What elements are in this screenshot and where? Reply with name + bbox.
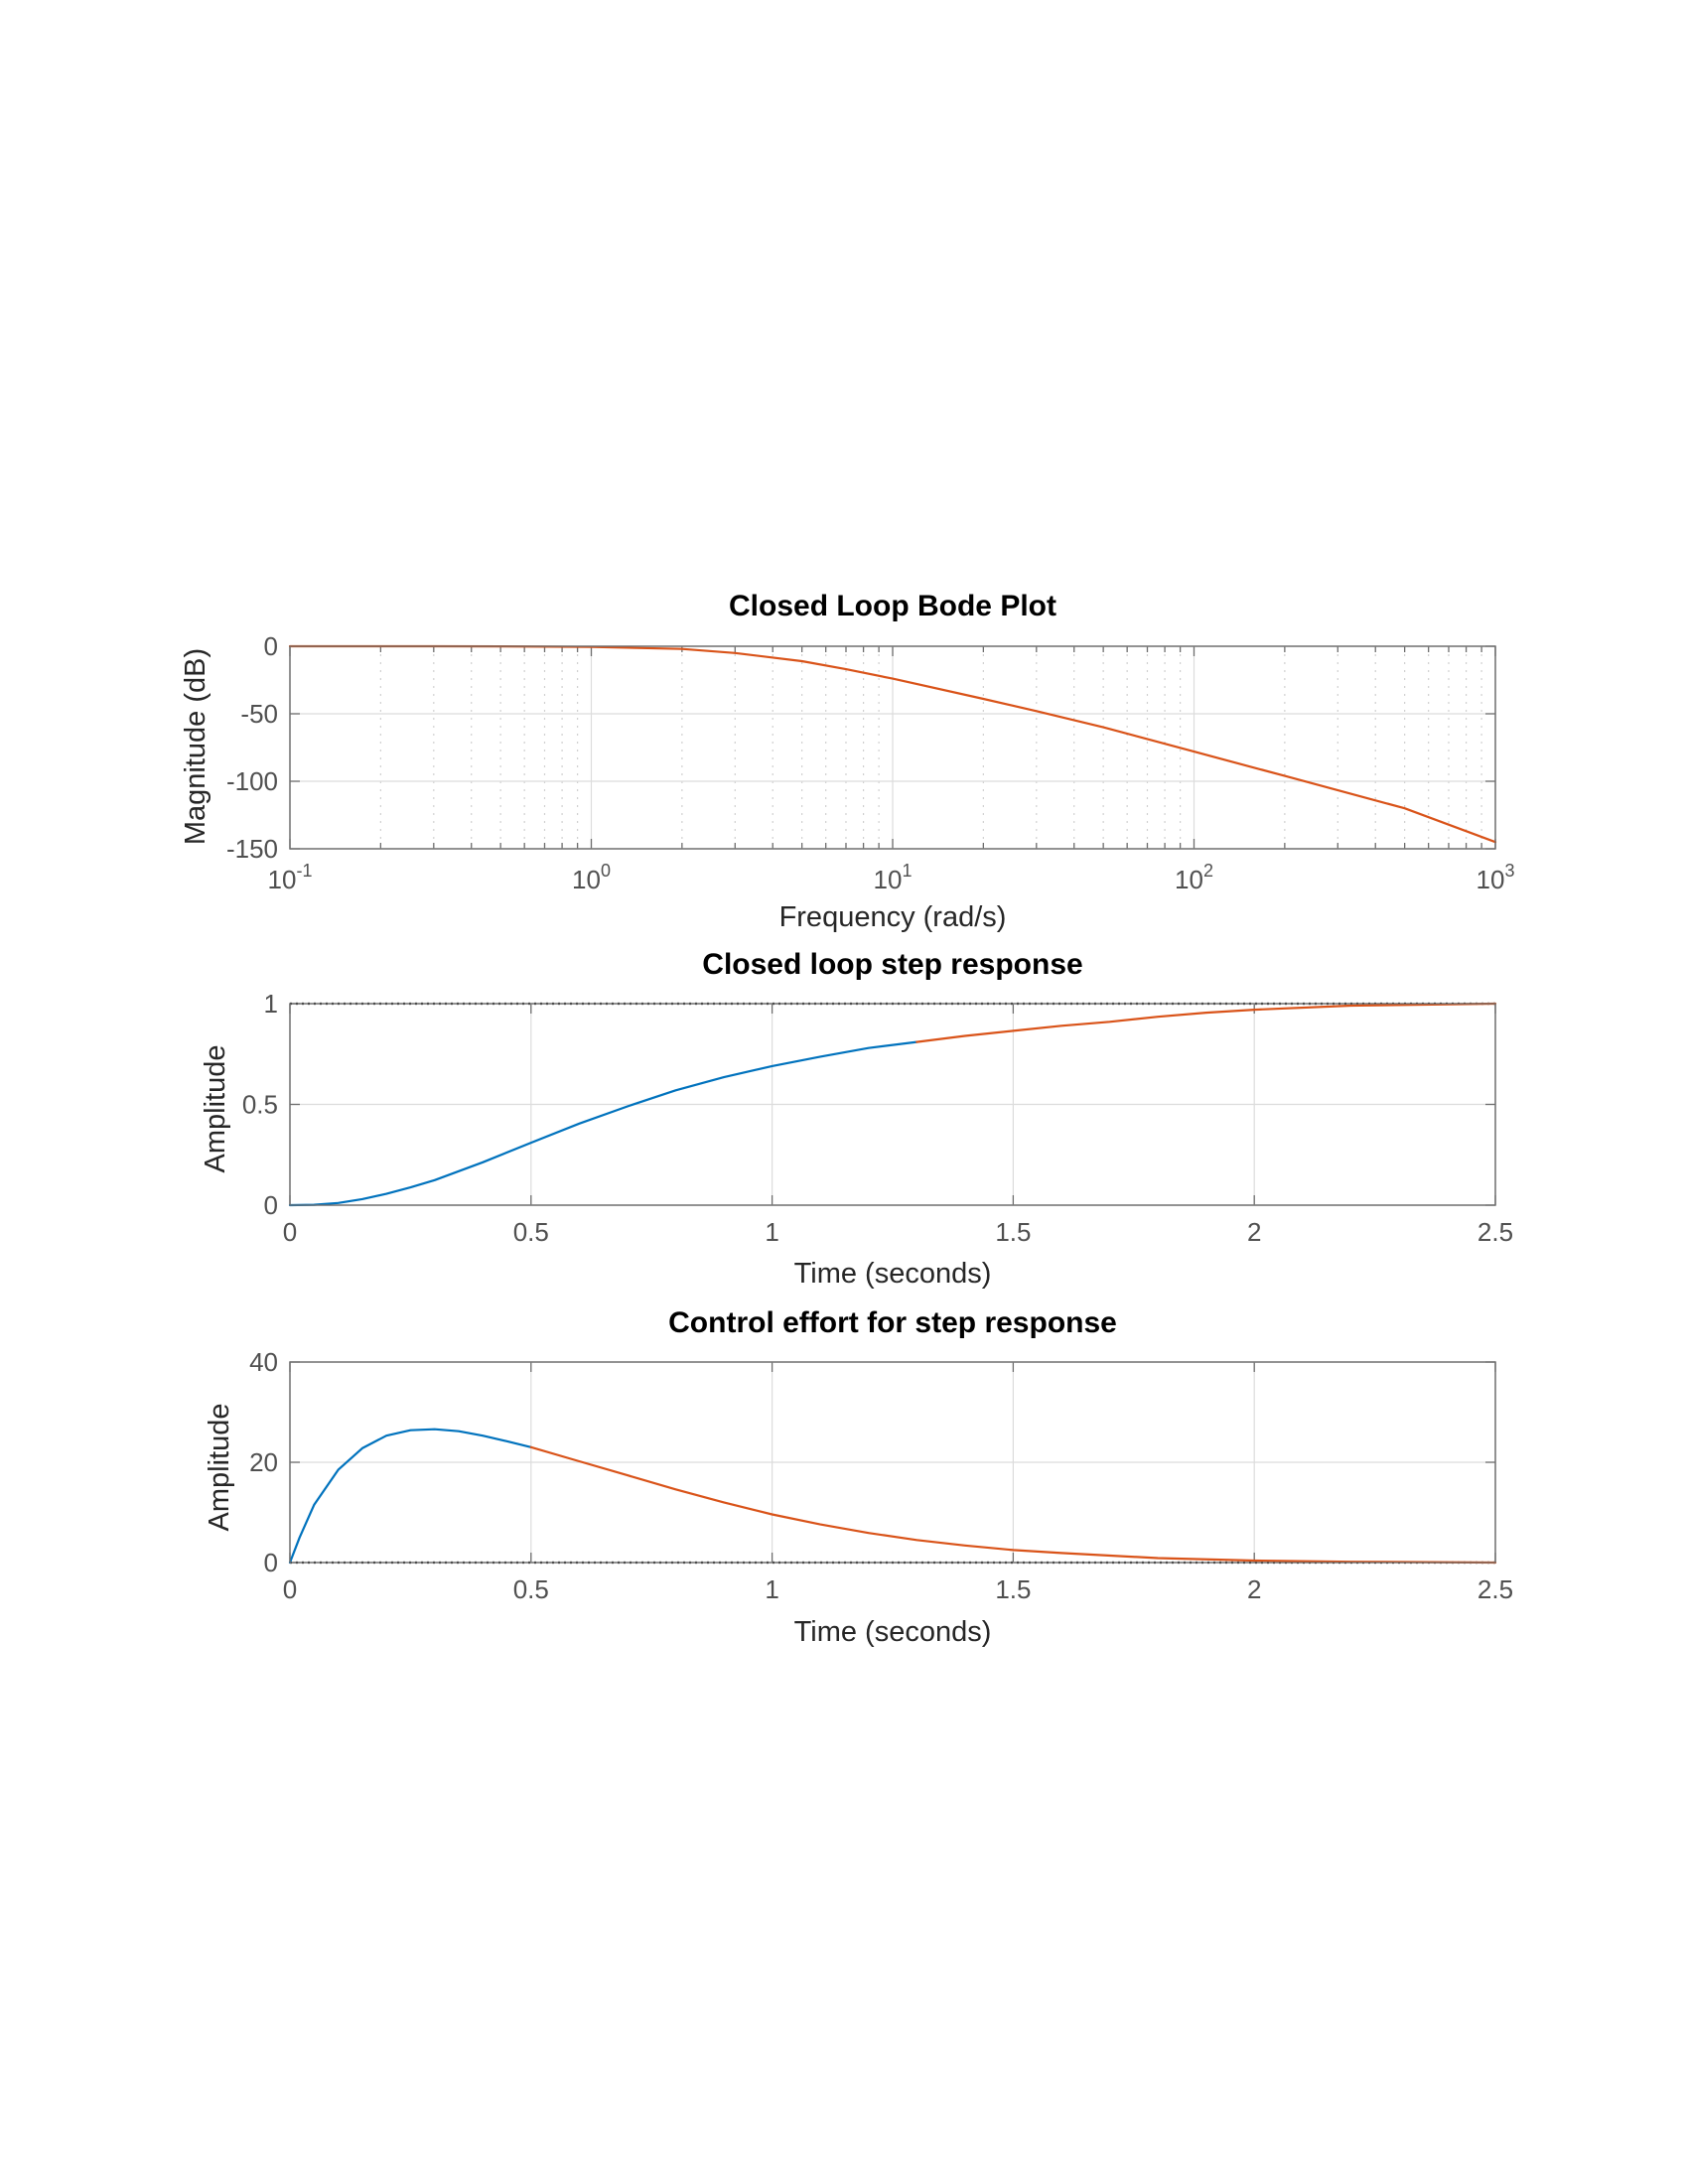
bode-x-tick-label: 10-1 xyxy=(268,861,313,894)
step-response-y-tick-label: 0.5 xyxy=(242,1090,278,1120)
step-response-ylabel: Amplitude xyxy=(200,1045,231,1173)
control-effort-axes-border xyxy=(289,1361,1496,1564)
bode-y-tick-label: -50 xyxy=(240,699,278,729)
control-effort-y-tick-label: 20 xyxy=(249,1447,278,1477)
bode-y-tick-label: -150 xyxy=(226,834,278,864)
control-effort-series-line-2 xyxy=(529,1445,1497,1565)
bode-plot-axes: Closed Loop Bode Plot Frequency (rad/s) … xyxy=(180,590,1514,933)
step-response-x-tick-label: 1.5 xyxy=(995,1217,1031,1247)
step-response-y-tick-label: 0 xyxy=(264,1190,278,1220)
control-effort-x-tick-label: 1.5 xyxy=(995,1574,1031,1604)
bode-plot-ylabel: Magnitude (dB) xyxy=(180,648,211,845)
control-effort-ylabel: Amplitude xyxy=(204,1404,235,1532)
control-effort-xlabel: Time (seconds) xyxy=(794,1616,992,1648)
step-response-x-tick-label: 1 xyxy=(765,1217,778,1247)
step-response-x-tick-label: 2 xyxy=(1247,1217,1261,1247)
step-response-x-tick-label: 0.5 xyxy=(513,1217,549,1247)
control-effort-y-tick-label: 40 xyxy=(249,1347,278,1377)
bode-axes-border xyxy=(289,645,1496,850)
control-effort-axes: Control effort for step response Time (s… xyxy=(204,1306,1513,1648)
step-response-x-tick-label: 0 xyxy=(283,1217,297,1247)
bode-plot-xlabel: Frequency (rad/s) xyxy=(779,901,1007,933)
bode-y-tick-label: -100 xyxy=(226,766,278,796)
control-effort-y-tick-label: 0 xyxy=(264,1548,278,1577)
bode-x-tick-label: 100 xyxy=(572,861,611,894)
step-response-series-line-2 xyxy=(915,1002,1497,1043)
step-response-title: Closed loop step response xyxy=(702,948,1082,981)
bode-x-tick-label: 102 xyxy=(1175,861,1213,894)
control-effort-x-tick-label: 2.5 xyxy=(1477,1574,1513,1604)
control-effort-x-tick-label: 1 xyxy=(765,1574,778,1604)
step-response-x-tick-label: 2.5 xyxy=(1477,1217,1513,1247)
control-effort-x-tick-label: 0 xyxy=(283,1574,297,1604)
step-response-axes-border xyxy=(289,1003,1496,1206)
control-effort-x-tick-label: 2 xyxy=(1247,1574,1261,1604)
bode-x-tick-label: 101 xyxy=(874,861,913,894)
step-response-xlabel: Time (seconds) xyxy=(794,1258,992,1290)
control-effort-series-line-1 xyxy=(288,1428,532,1565)
bode-plot-title: Closed Loop Bode Plot xyxy=(729,590,1056,622)
control-effort-x-tick-label: 0.5 xyxy=(513,1574,549,1604)
step-response-series-line-1 xyxy=(288,1040,918,1207)
bode-x-tick-label: 103 xyxy=(1477,861,1515,894)
step-response-y-tick-label: 1 xyxy=(264,989,278,1019)
bode-y-tick-label: 0 xyxy=(264,631,278,661)
step-response-axes: Closed loop step response Time (seconds)… xyxy=(200,948,1513,1290)
control-effort-title: Control effort for step response xyxy=(668,1306,1117,1339)
